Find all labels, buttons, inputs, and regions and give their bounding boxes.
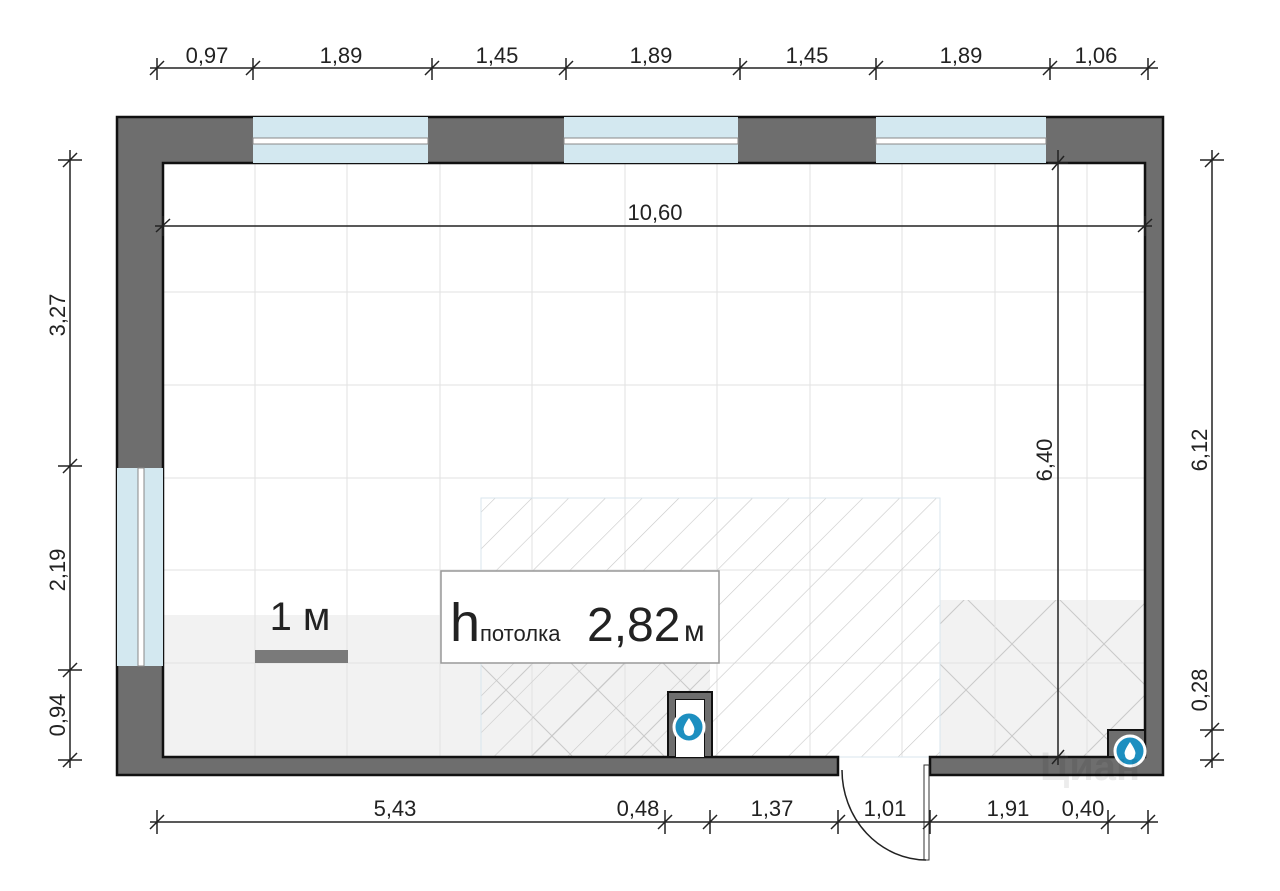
dimension-right: 6,12 0,28 — [1187, 150, 1224, 768]
svg-text:0,94: 0,94 — [45, 694, 70, 737]
svg-text:1,01: 1,01 — [864, 796, 907, 821]
svg-text:0,28: 0,28 — [1187, 669, 1212, 712]
water-drop-icon — [672, 710, 706, 744]
tile-area — [163, 615, 481, 757]
dimension-top: 0,97 1,89 1,45 1,89 1,45 1,89 1,06 — [149, 43, 1158, 80]
walls — [115, 115, 1165, 777]
svg-text:0,40: 0,40 — [1062, 796, 1105, 821]
svg-text:6,40: 6,40 — [1032, 439, 1057, 482]
svg-text:1,45: 1,45 — [476, 43, 519, 68]
svg-text:м: м — [684, 615, 705, 648]
scale-bar: 1 м — [255, 595, 348, 663]
dimension-left: 3,27 2,19 0,94 — [45, 150, 82, 768]
watermark: Циан — [1040, 745, 1140, 789]
svg-text:1,45: 1,45 — [786, 43, 829, 68]
door — [841, 764, 930, 861]
svg-text:h: h — [450, 593, 480, 653]
svg-text:2,82: 2,82 — [587, 599, 680, 652]
svg-text:потолка: потолка — [480, 621, 561, 646]
svg-text:2,19: 2,19 — [45, 549, 70, 592]
water-drop-icon — [1113, 734, 1147, 768]
svg-text:1,91: 1,91 — [987, 796, 1030, 821]
dimension-bottom: 5,43 0,48 1,37 1,01 1,91 0,40 — [149, 796, 1158, 834]
svg-text:1,89: 1,89 — [630, 43, 673, 68]
svg-text:3,27: 3,27 — [45, 294, 70, 337]
dimension-inner-width: 10,60 — [155, 200, 1153, 236]
svg-text:1 м: 1 м — [270, 595, 331, 639]
svg-text:0,48: 0,48 — [617, 796, 660, 821]
windows — [117, 117, 1047, 667]
svg-text:1,89: 1,89 — [940, 43, 983, 68]
svg-text:6,12: 6,12 — [1187, 429, 1212, 472]
svg-text:5,43: 5,43 — [374, 796, 417, 821]
svg-text:0,97: 0,97 — [186, 43, 229, 68]
dimension-inner-height: 6,40 — [1032, 150, 1068, 765]
ceiling-height-label: h потолка 2,82 м — [440, 570, 720, 664]
svg-text:1,89: 1,89 — [320, 43, 363, 68]
svg-text:10,60: 10,60 — [627, 200, 682, 225]
svg-text:1,37: 1,37 — [751, 796, 794, 821]
svg-text:1,06: 1,06 — [1075, 43, 1118, 68]
